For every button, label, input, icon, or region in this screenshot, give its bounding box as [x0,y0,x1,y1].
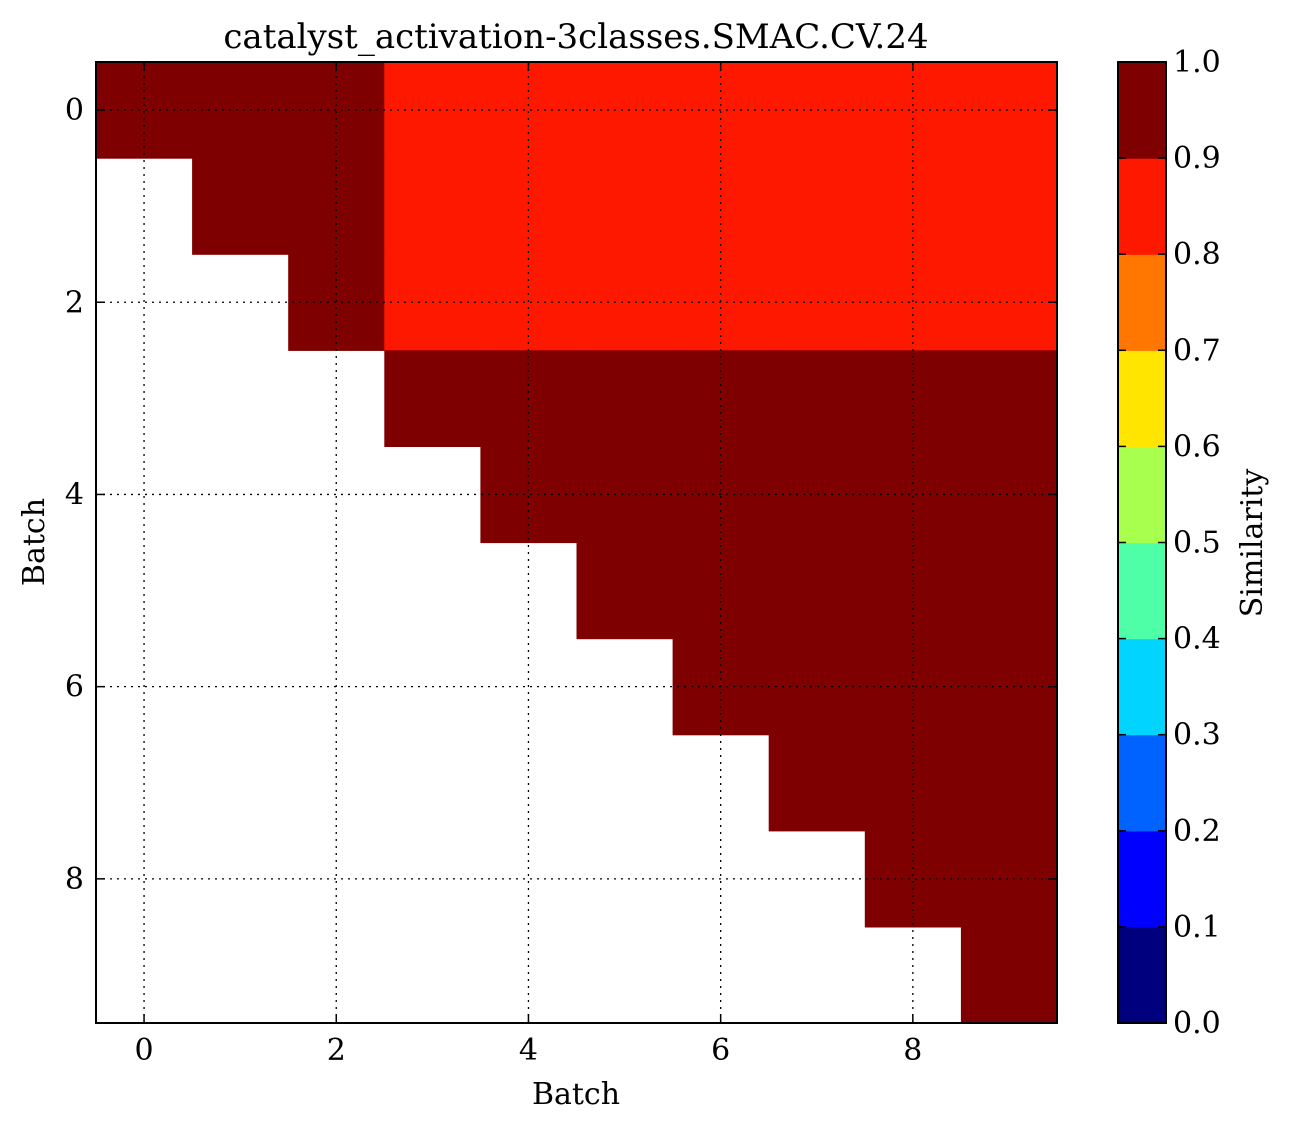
plot-frame [95,61,1058,1024]
x-tick-label: 6 [711,1033,730,1068]
y-tick-label: 0 [65,93,84,128]
heatmap-cell [768,350,866,447]
heatmap-cell [480,446,578,544]
colorbar-bin [1118,638,1166,736]
colorbar-bin [1118,62,1166,159]
heatmap-cell [576,158,674,255]
colorbar-tick-label: 1.0 [1173,45,1221,80]
heatmap-cell [960,62,1058,159]
colorbar-bin [1118,830,1166,928]
colorbar-bin [1118,542,1166,640]
colorbar-tick-label: 0.6 [1173,429,1221,464]
heatmap-cell [960,638,1058,736]
heatmap-cell [960,350,1058,447]
y-tick-label: 4 [65,477,84,512]
heatmap-cell [864,830,962,928]
heatmap-cell [960,926,1058,1024]
heatmap-cell [960,254,1058,351]
colorbar-tick-label: 0.7 [1173,333,1221,368]
chart-title: catalyst_activation-3classes.SMAC.CV.24 [223,17,928,57]
heatmap-cell [864,158,962,255]
heatmap-cell [960,542,1058,640]
heatmap-cell [576,542,674,640]
colorbar-bin [1118,254,1166,351]
heatmap-cell [672,158,770,255]
heatmap-cell [192,62,289,159]
y-tick-label: 2 [65,285,84,320]
colorbar-ticks: 0.0 0.1 0.2 0.3 0.4 0.5 0.6 0.7 0.8 0.9 1.0 [1118,45,1221,1041]
x-tick-label: 2 [327,1033,346,1068]
heatmap-cell [384,350,481,447]
x-axis-label: Batch [532,1077,620,1112]
heatmap-cell [960,446,1058,544]
colorbar-tick-label: 0.0 [1173,1006,1221,1041]
y-tick-label: 6 [65,670,84,705]
heatmap-cell [288,254,385,351]
colorbar-tick-label: 0.8 [1173,237,1221,272]
heatmap-cell [576,350,674,447]
y-tick-label: 8 [65,862,84,897]
heatmap-cell [96,62,193,159]
x-axis-ticks: 0 2 4 6 8 [135,62,922,1068]
colorbar-tick-label: 0.4 [1173,622,1221,657]
heatmap-cell [480,158,578,255]
heatmap-cell [768,158,866,255]
colorbar-bin [1118,734,1166,832]
heatmap-cell [960,158,1058,255]
y-axis-ticks: 0 2 4 6 8 [65,93,1057,897]
heatmap-cell [672,542,770,640]
heatmap-cell [384,158,481,255]
heatmap-cell [576,254,674,351]
x-tick-label: 8 [903,1033,922,1068]
heatmap-cell [288,158,385,255]
heatmap-cell [576,446,674,544]
heatmap-cell [960,734,1058,832]
heatmap-cell [288,62,385,159]
colorbar-tick-label: 0.2 [1173,814,1221,849]
colorbar-tick-label: 0.3 [1173,718,1221,753]
heatmap-cell [192,158,289,255]
heatmap-cell [768,734,866,832]
colorbar-label: Similarity [1235,469,1270,618]
colorbar [1118,62,1166,1024]
heatmap-cells [96,62,1058,1024]
colorbar-bin [1118,446,1166,544]
x-tick-label: 4 [519,1033,538,1068]
y-axis-label: Batch [17,498,52,586]
colorbar-bin [1118,158,1166,255]
colorbar-tick-label: 0.5 [1173,526,1221,561]
heatmap-cell [768,542,866,640]
heatmap-cell [960,830,1058,928]
heatmap-cell [864,542,962,640]
x-tick-label: 0 [135,1033,154,1068]
colorbar-tick-label: 0.1 [1173,910,1221,945]
heatmap-cell [864,446,962,544]
heatmap-cell [576,62,674,159]
colorbar-bin [1118,926,1166,1024]
colorbar-tick-label: 0.9 [1173,141,1221,176]
colorbar-bin [1118,350,1166,447]
